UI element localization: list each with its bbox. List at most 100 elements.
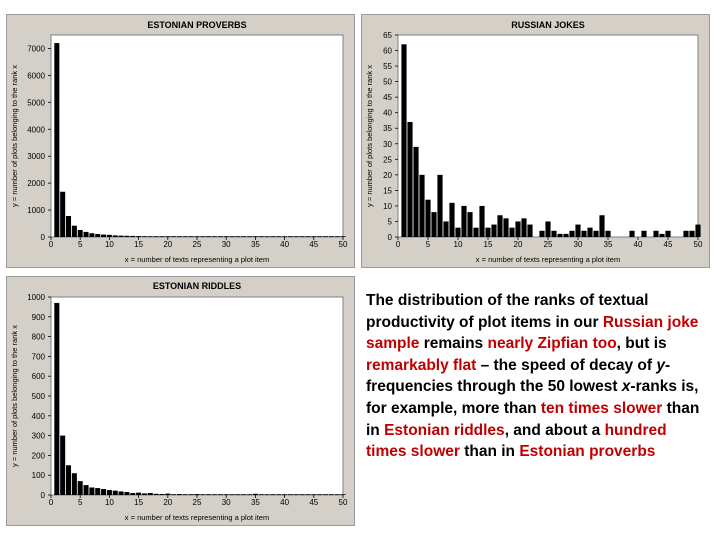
bar bbox=[252, 493, 258, 495]
caption-segment: , but is bbox=[616, 335, 667, 353]
y-tick-label: 1000 bbox=[27, 206, 45, 215]
bar bbox=[229, 494, 235, 495]
y-tick-label: 2000 bbox=[27, 179, 45, 188]
bar bbox=[83, 485, 89, 495]
x-tick-label: 10 bbox=[105, 240, 114, 249]
bar bbox=[200, 494, 206, 495]
y-tick-label: 0 bbox=[388, 233, 393, 242]
x-tick-label: 20 bbox=[163, 240, 172, 249]
x-tick-label: 20 bbox=[163, 498, 172, 507]
bar bbox=[305, 236, 311, 237]
bar bbox=[419, 174, 425, 237]
y-tick-label: 100 bbox=[32, 471, 46, 480]
estonian-riddles-chart: ESTONIAN RIDDLES 0 100 200 300 400 500 600 700 80… bbox=[6, 276, 355, 526]
y-tick-label: 40 bbox=[383, 109, 392, 118]
bar bbox=[311, 494, 317, 495]
bar bbox=[455, 227, 461, 237]
bar bbox=[147, 493, 153, 495]
bar bbox=[479, 205, 485, 237]
y-tick-label: 0 bbox=[41, 491, 46, 500]
y-axis-label: y = number of plots belonging to the ran… bbox=[10, 65, 19, 207]
y-tick-label: 20 bbox=[383, 171, 392, 180]
bar bbox=[311, 236, 317, 237]
y-tick-label: 0 bbox=[41, 233, 46, 242]
y-tick-label: 65 bbox=[383, 31, 392, 40]
bar bbox=[176, 236, 182, 237]
bar bbox=[264, 494, 270, 495]
bar bbox=[503, 218, 509, 237]
bar bbox=[340, 236, 346, 237]
y-tick-label: 7000 bbox=[27, 44, 45, 53]
bar bbox=[188, 494, 194, 495]
bar bbox=[443, 221, 449, 237]
x-tick-label: 40 bbox=[280, 240, 289, 249]
bar bbox=[171, 236, 177, 237]
y-tick-label: 800 bbox=[32, 333, 46, 342]
bar bbox=[112, 235, 118, 237]
bar bbox=[515, 221, 521, 237]
bar bbox=[54, 302, 60, 495]
bar bbox=[605, 230, 611, 237]
bar bbox=[200, 236, 206, 237]
bar bbox=[217, 494, 223, 495]
highlighted-phrase: hundred times slower bbox=[366, 421, 667, 461]
bar bbox=[461, 205, 467, 237]
bar bbox=[136, 236, 142, 237]
bar bbox=[223, 494, 229, 495]
bar bbox=[165, 493, 171, 495]
x-axis-label: x = number of texts representing a plot … bbox=[125, 255, 269, 264]
x-tick-label: 40 bbox=[280, 498, 289, 507]
bar bbox=[282, 236, 288, 237]
bar bbox=[659, 233, 665, 237]
x-tick-label: 15 bbox=[134, 240, 143, 249]
x-tick-label: 45 bbox=[664, 240, 673, 249]
bar bbox=[287, 236, 293, 237]
bar bbox=[593, 230, 599, 237]
y-tick-label: 55 bbox=[383, 62, 392, 71]
estonian-proverbs-chart: ESTONIAN PROVERBS 0 1000 2000 3000 4000 5000 60… bbox=[6, 14, 355, 268]
x-tick-label: 30 bbox=[574, 240, 583, 249]
x-tick-label: 45 bbox=[309, 498, 318, 507]
y-axis-label: y = number of plots belonging to the ran… bbox=[10, 325, 19, 467]
bar bbox=[551, 230, 557, 237]
x-tick-label: 35 bbox=[604, 240, 613, 249]
caption-segment: -ranks is, for example, more than bbox=[366, 378, 699, 417]
caption-segment: -frequencies through the 50 lowest bbox=[366, 356, 671, 396]
x-tick-label: 20 bbox=[514, 240, 523, 249]
bar bbox=[118, 235, 124, 237]
highlighted-phrase: Estonian riddles bbox=[384, 421, 505, 439]
caption-segment: The distribution of the ranks of textual… bbox=[366, 292, 649, 331]
y-tick-label: 300 bbox=[32, 432, 46, 441]
x-tick-label: 45 bbox=[309, 240, 318, 249]
bar bbox=[425, 199, 431, 237]
x-tick-label: 40 bbox=[634, 240, 643, 249]
bar bbox=[247, 494, 253, 495]
x-tick-label: 0 bbox=[396, 240, 401, 249]
chart-title: RUSSIAN JOKES bbox=[511, 20, 585, 30]
y-tick-label: 15 bbox=[383, 186, 392, 195]
bar bbox=[235, 494, 241, 495]
bar bbox=[252, 236, 258, 237]
bar bbox=[165, 236, 171, 237]
bar bbox=[106, 234, 112, 237]
y-tick-label: 500 bbox=[32, 392, 46, 401]
y-tick-label: 6000 bbox=[27, 71, 45, 80]
y-tick-label: 50 bbox=[383, 78, 392, 87]
x-tick-label: 0 bbox=[49, 240, 54, 249]
bar bbox=[229, 236, 235, 237]
bar bbox=[340, 494, 346, 495]
x-tick-label: 35 bbox=[251, 498, 260, 507]
bar bbox=[282, 494, 288, 495]
bar bbox=[124, 492, 130, 495]
bar bbox=[437, 174, 443, 237]
chart-svg: RUSSIAN JOKES 0 5 10 15 20 25 30 35 40 45 50 55 60 65 0… bbox=[365, 20, 703, 264]
highlighted-phrase: remarkably flat bbox=[366, 356, 477, 374]
bar bbox=[328, 236, 334, 237]
bar bbox=[683, 230, 689, 237]
bar bbox=[71, 225, 77, 237]
bar bbox=[258, 494, 264, 495]
bar bbox=[171, 494, 177, 495]
x-tick-label: 30 bbox=[222, 240, 231, 249]
y-tick-label: 5000 bbox=[27, 98, 45, 107]
bar bbox=[159, 236, 165, 237]
